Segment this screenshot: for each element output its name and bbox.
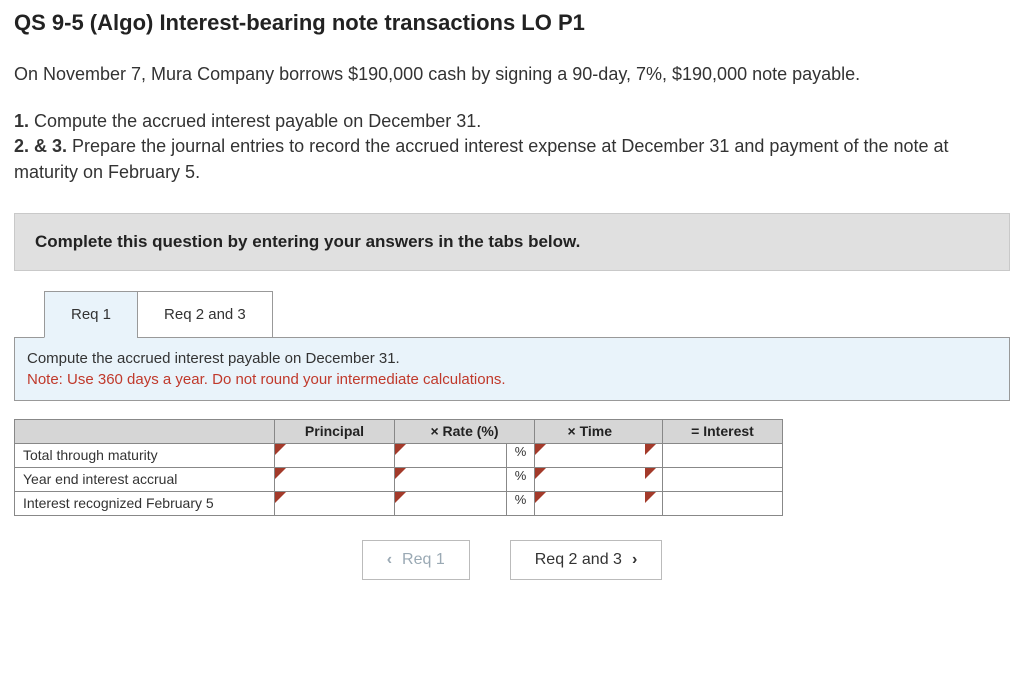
input-wedge-icon [535, 492, 546, 503]
tab-row: Req 1 Req 2 and 3 [44, 291, 1010, 338]
input-wedge-icon [645, 492, 656, 503]
header-interest: = Interest [663, 419, 783, 443]
interest-output [663, 443, 783, 467]
next-label: Req 2 and 3 [535, 551, 622, 569]
percent-label: % [506, 492, 534, 515]
input-wedge-icon [535, 444, 546, 455]
rate-input[interactable]: % [395, 443, 535, 467]
rate-input[interactable]: % [395, 491, 535, 515]
input-wedge-icon [275, 468, 286, 479]
row-label: Total through maturity [15, 443, 275, 467]
input-wedge-icon [395, 492, 406, 503]
prev-button[interactable]: ‹ Req 1 [362, 540, 470, 580]
interest-output [663, 491, 783, 515]
nav-buttons: ‹ Req 1 Req 2 and 3 › [14, 540, 1010, 580]
header-blank [15, 419, 275, 443]
rate-input[interactable]: % [395, 467, 535, 491]
panel-line2: Note: Use 360 days a year. Do not round … [27, 369, 997, 390]
chevron-left-icon: ‹ [387, 551, 392, 569]
interest-output [663, 467, 783, 491]
table-row: Year end interest accrual % [15, 467, 783, 491]
input-wedge-icon [645, 444, 656, 455]
table-row: Interest recognized February 5 % [15, 491, 783, 515]
input-wedge-icon [275, 444, 286, 455]
principal-input[interactable] [275, 467, 395, 491]
table-row: Total through maturity % [15, 443, 783, 467]
instruction-box: Complete this question by entering your … [14, 213, 1010, 271]
header-rate: × Rate (%) [395, 419, 535, 443]
principal-input[interactable] [275, 443, 395, 467]
item1-number: 1. [14, 111, 29, 131]
tab-req23[interactable]: Req 2 and 3 [137, 291, 273, 338]
panel-line1: Compute the accrued interest payable on … [27, 348, 997, 369]
input-wedge-icon [645, 468, 656, 479]
chevron-right-icon: › [632, 551, 637, 569]
input-wedge-icon [275, 492, 286, 503]
time-gap [645, 491, 663, 515]
page-title: QS 9-5 (Algo) Interest-bearing note tran… [14, 10, 1010, 36]
time-input[interactable] [535, 467, 645, 491]
input-wedge-icon [395, 468, 406, 479]
percent-label: % [506, 468, 534, 491]
item23-number: 2. & 3. [14, 136, 67, 156]
prev-label: Req 1 [402, 551, 445, 569]
row-label: Interest recognized February 5 [15, 491, 275, 515]
row-label: Year end interest accrual [15, 467, 275, 491]
principal-input[interactable] [275, 491, 395, 515]
header-principal: Principal [275, 419, 395, 443]
problem-items: 1. Compute the accrued interest payable … [14, 109, 1010, 185]
input-wedge-icon [395, 444, 406, 455]
percent-label: % [506, 444, 534, 467]
input-wedge-icon [535, 468, 546, 479]
problem-intro: On November 7, Mura Company borrows $190… [14, 62, 1010, 87]
time-input[interactable] [535, 491, 645, 515]
time-input[interactable] [535, 443, 645, 467]
tab-panel-instruction: Compute the accrued interest payable on … [14, 337, 1010, 401]
next-button[interactable]: Req 2 and 3 › [510, 540, 663, 580]
item23-text: Prepare the journal entries to record th… [14, 136, 949, 181]
time-gap [645, 443, 663, 467]
header-time: × Time [535, 419, 645, 443]
interest-table: Principal × Rate (%) × Time = Interest T… [14, 419, 783, 516]
header-time-gap [645, 419, 663, 443]
item1-text: Compute the accrued interest payable on … [29, 111, 481, 131]
tab-req1[interactable]: Req 1 [44, 291, 138, 338]
time-gap [645, 467, 663, 491]
